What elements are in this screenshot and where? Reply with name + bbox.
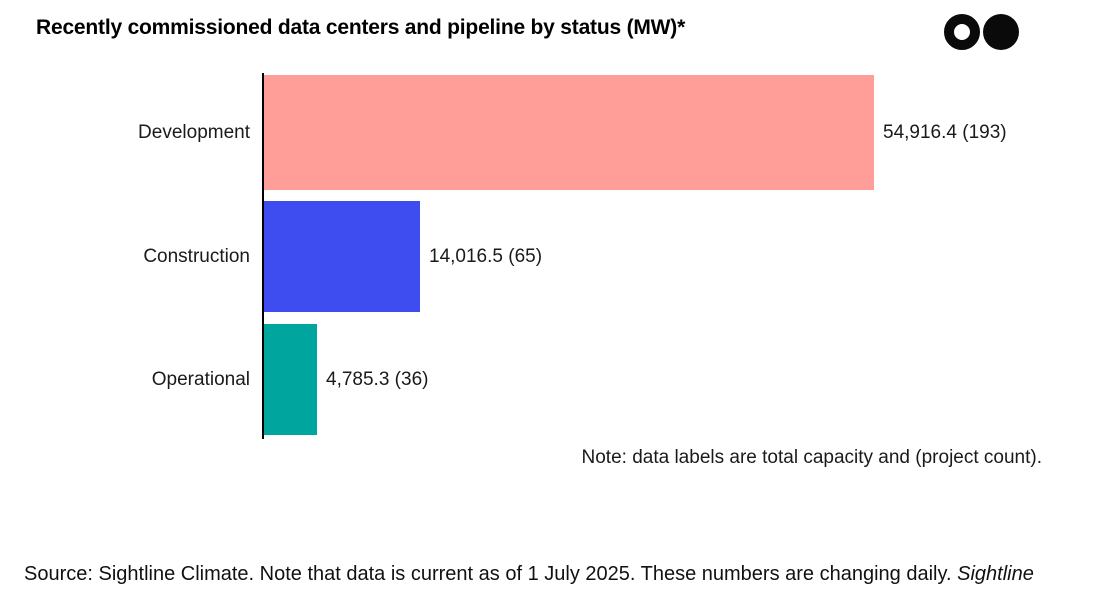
bar-development [264,75,874,190]
bar-construction [264,201,420,312]
logo-filled-circle-icon [983,14,1019,50]
category-label-operational: Operational [151,368,250,390]
source-watermark: Sightline [957,563,1034,585]
bar-operational [264,324,317,435]
category-label-construction: Construction [143,245,250,267]
chart-title: Recently commissioned data centers and p… [36,16,686,39]
source-text: Source: Sightline Climate. Note that dat… [24,563,958,585]
logo-ring-circle-icon [944,14,980,50]
chart-note: Note: data labels are total capacity and… [581,447,1042,468]
sightline-logo [944,14,1019,50]
y-axis-line [262,73,264,439]
source-line: Source: Sightline Climate. Note that dat… [24,563,1034,586]
data-label-construction: 14,016.5 (65) [429,245,543,267]
category-label-development: Development [138,121,250,143]
data-label-development: 54,916.4 (193) [883,121,1007,143]
data-label-operational: 4,785.3 (36) [326,368,429,390]
